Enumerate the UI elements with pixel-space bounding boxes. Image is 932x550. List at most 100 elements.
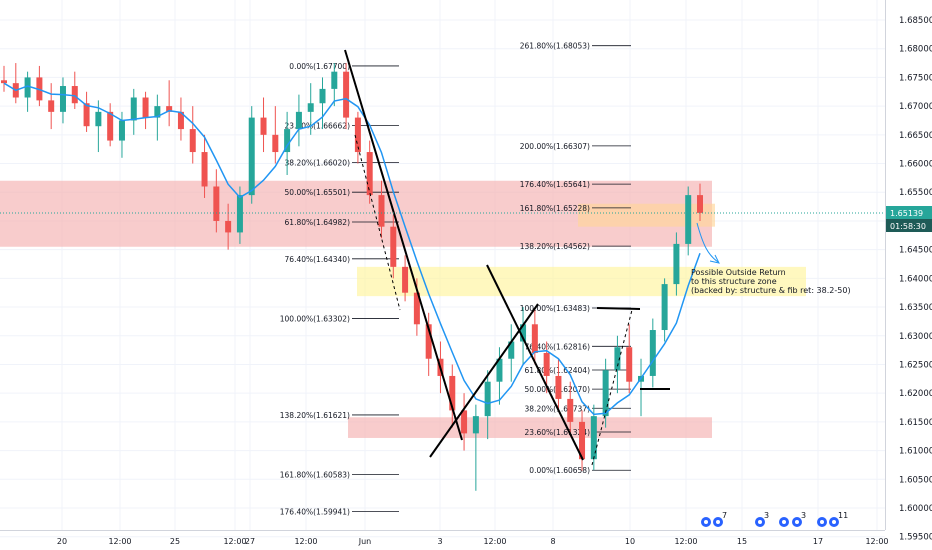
zones — [0, 180, 806, 438]
time-tick-label: 8 — [550, 537, 555, 546]
time-tick-label: 12:00 — [108, 537, 131, 546]
fib-level-label: 138.20%(1.61621) — [280, 411, 350, 420]
candle-body — [614, 347, 621, 371]
orange-zone[interactable] — [578, 203, 715, 227]
trendline-down[interactable] — [344, 49, 463, 441]
trendline-channel[interactable] — [486, 264, 584, 461]
time-tick-label: 20 — [57, 537, 67, 546]
event-icon-center — [832, 520, 836, 524]
dashed-leg-1 — [354, 134, 401, 311]
time-tick-label: 25 — [170, 537, 180, 546]
candle-body — [366, 152, 373, 196]
candle-body — [673, 243, 680, 285]
time-tick-label: 12:00 — [294, 537, 317, 546]
yellow-zone[interactable] — [357, 266, 806, 297]
candle-body — [567, 398, 574, 422]
candle-body — [1, 80, 7, 84]
price-tick-label: 1.67500 — [899, 73, 932, 83]
fib-level-label: 161.80%(1.65228) — [520, 204, 590, 213]
event-badge: 3 — [801, 511, 806, 520]
candle-body — [189, 129, 196, 153]
candle-body — [579, 421, 586, 460]
candle-body — [461, 410, 468, 434]
dashed-leg-2 — [591, 309, 633, 466]
annotation-line-3: (backed by: structure & fib ret: 38.2-50… — [691, 286, 851, 295]
fib-level-label: 23.60%(1.61324) — [525, 428, 591, 437]
price-tick-label: 1.64500 — [899, 246, 932, 256]
candle-body — [118, 120, 125, 141]
candle-body — [307, 103, 314, 112]
price-tick-label: 1.62500 — [899, 360, 932, 370]
fib-level-label: 100.00%(1.63483) — [520, 304, 590, 313]
hline-1 — [596, 307, 641, 310]
annotation-line-1: Possible Outside Return — [691, 268, 786, 277]
event-badge: 7 — [722, 511, 727, 520]
annotation-box[interactable]: Possible Outside Return to this structur… — [691, 268, 851, 295]
candle-body — [413, 292, 420, 325]
candle-body — [260, 117, 267, 135]
time-tick-label: Jun — [358, 537, 372, 546]
event-icon-center — [782, 520, 786, 524]
event-markers[interactable]: 7 3 3 11 — [701, 511, 848, 527]
time-tick-label: 12:00 — [483, 537, 506, 546]
candle-body — [602, 370, 609, 417]
fib-level-label: 50.00%(1.65501) — [285, 188, 351, 197]
candle-body — [95, 111, 102, 127]
candle-body — [508, 341, 515, 359]
candle-body — [331, 71, 338, 89]
candle-body — [425, 324, 432, 359]
price-tick-label: 1.61000 — [899, 447, 932, 457]
candle-body — [661, 284, 668, 331]
fib-level-label: 100.00%(1.63302) — [280, 314, 350, 323]
fib-level-label: 0.00%(1.67700) — [289, 62, 350, 71]
price-tag: 1.65139 01:58:30 — [886, 206, 932, 232]
time-tick-label: 12:00 — [865, 537, 888, 546]
candle-body — [697, 195, 703, 213]
candle-body — [48, 100, 55, 112]
time-tick-label: 12:00 — [674, 537, 697, 546]
candle-body — [496, 358, 503, 382]
event-badge: 3 — [764, 511, 769, 520]
price-tick-label: 1.60500 — [899, 475, 932, 485]
candle-body — [248, 117, 255, 196]
candle-body — [402, 266, 409, 293]
candle-body — [520, 324, 527, 342]
candle-body — [472, 416, 479, 434]
candle-body — [378, 195, 385, 227]
time-tick-label: 10 — [625, 537, 635, 546]
candle-body — [71, 86, 78, 104]
candle-body — [319, 88, 326, 104]
current-price-label: 1.65139 — [890, 209, 923, 218]
event-icon-center — [704, 520, 708, 524]
price-tick-label: 1.66000 — [899, 160, 932, 170]
fib-levels: 0.00%(1.67700) 23.60%(1.66662) 38.20%(1.66… — [280, 42, 631, 516]
candle-body — [130, 97, 137, 121]
fib-level-label: 38.20%(1.66020) — [285, 158, 351, 167]
fib-level-label: 176.40%(1.59941) — [280, 507, 350, 516]
candle-body — [83, 103, 90, 127]
candle-body — [590, 416, 597, 460]
candle-body — [225, 220, 232, 233]
lower-red-zone[interactable] — [348, 417, 712, 438]
candle-body — [154, 106, 161, 118]
fib-level-label: 138.20%(1.64562) — [520, 242, 590, 251]
candle-body — [236, 195, 243, 233]
candle-body — [649, 330, 656, 376]
candle-body — [543, 352, 550, 376]
time-tick-label: 27 — [245, 537, 255, 546]
fib-level-label: 76.40%(1.62816) — [525, 342, 591, 351]
price-tick-label: 1.66500 — [899, 131, 932, 141]
time-tick-label: 12:00 — [223, 537, 246, 546]
event-icon-center — [716, 520, 720, 524]
candle-body — [354, 117, 361, 153]
event-badge: 11 — [838, 511, 848, 520]
price-tick-label: 1.67000 — [899, 102, 932, 112]
trendline-up[interactable] — [429, 303, 539, 458]
candle-body — [284, 129, 291, 153]
candle-body — [484, 381, 491, 417]
price-tick-label: 1.60000 — [899, 504, 932, 514]
candle-body — [177, 111, 184, 130]
price-axis[interactable]: 1.59500 1.60000 1.60500 1.61000 1.61500 1.620… — [885, 0, 932, 543]
